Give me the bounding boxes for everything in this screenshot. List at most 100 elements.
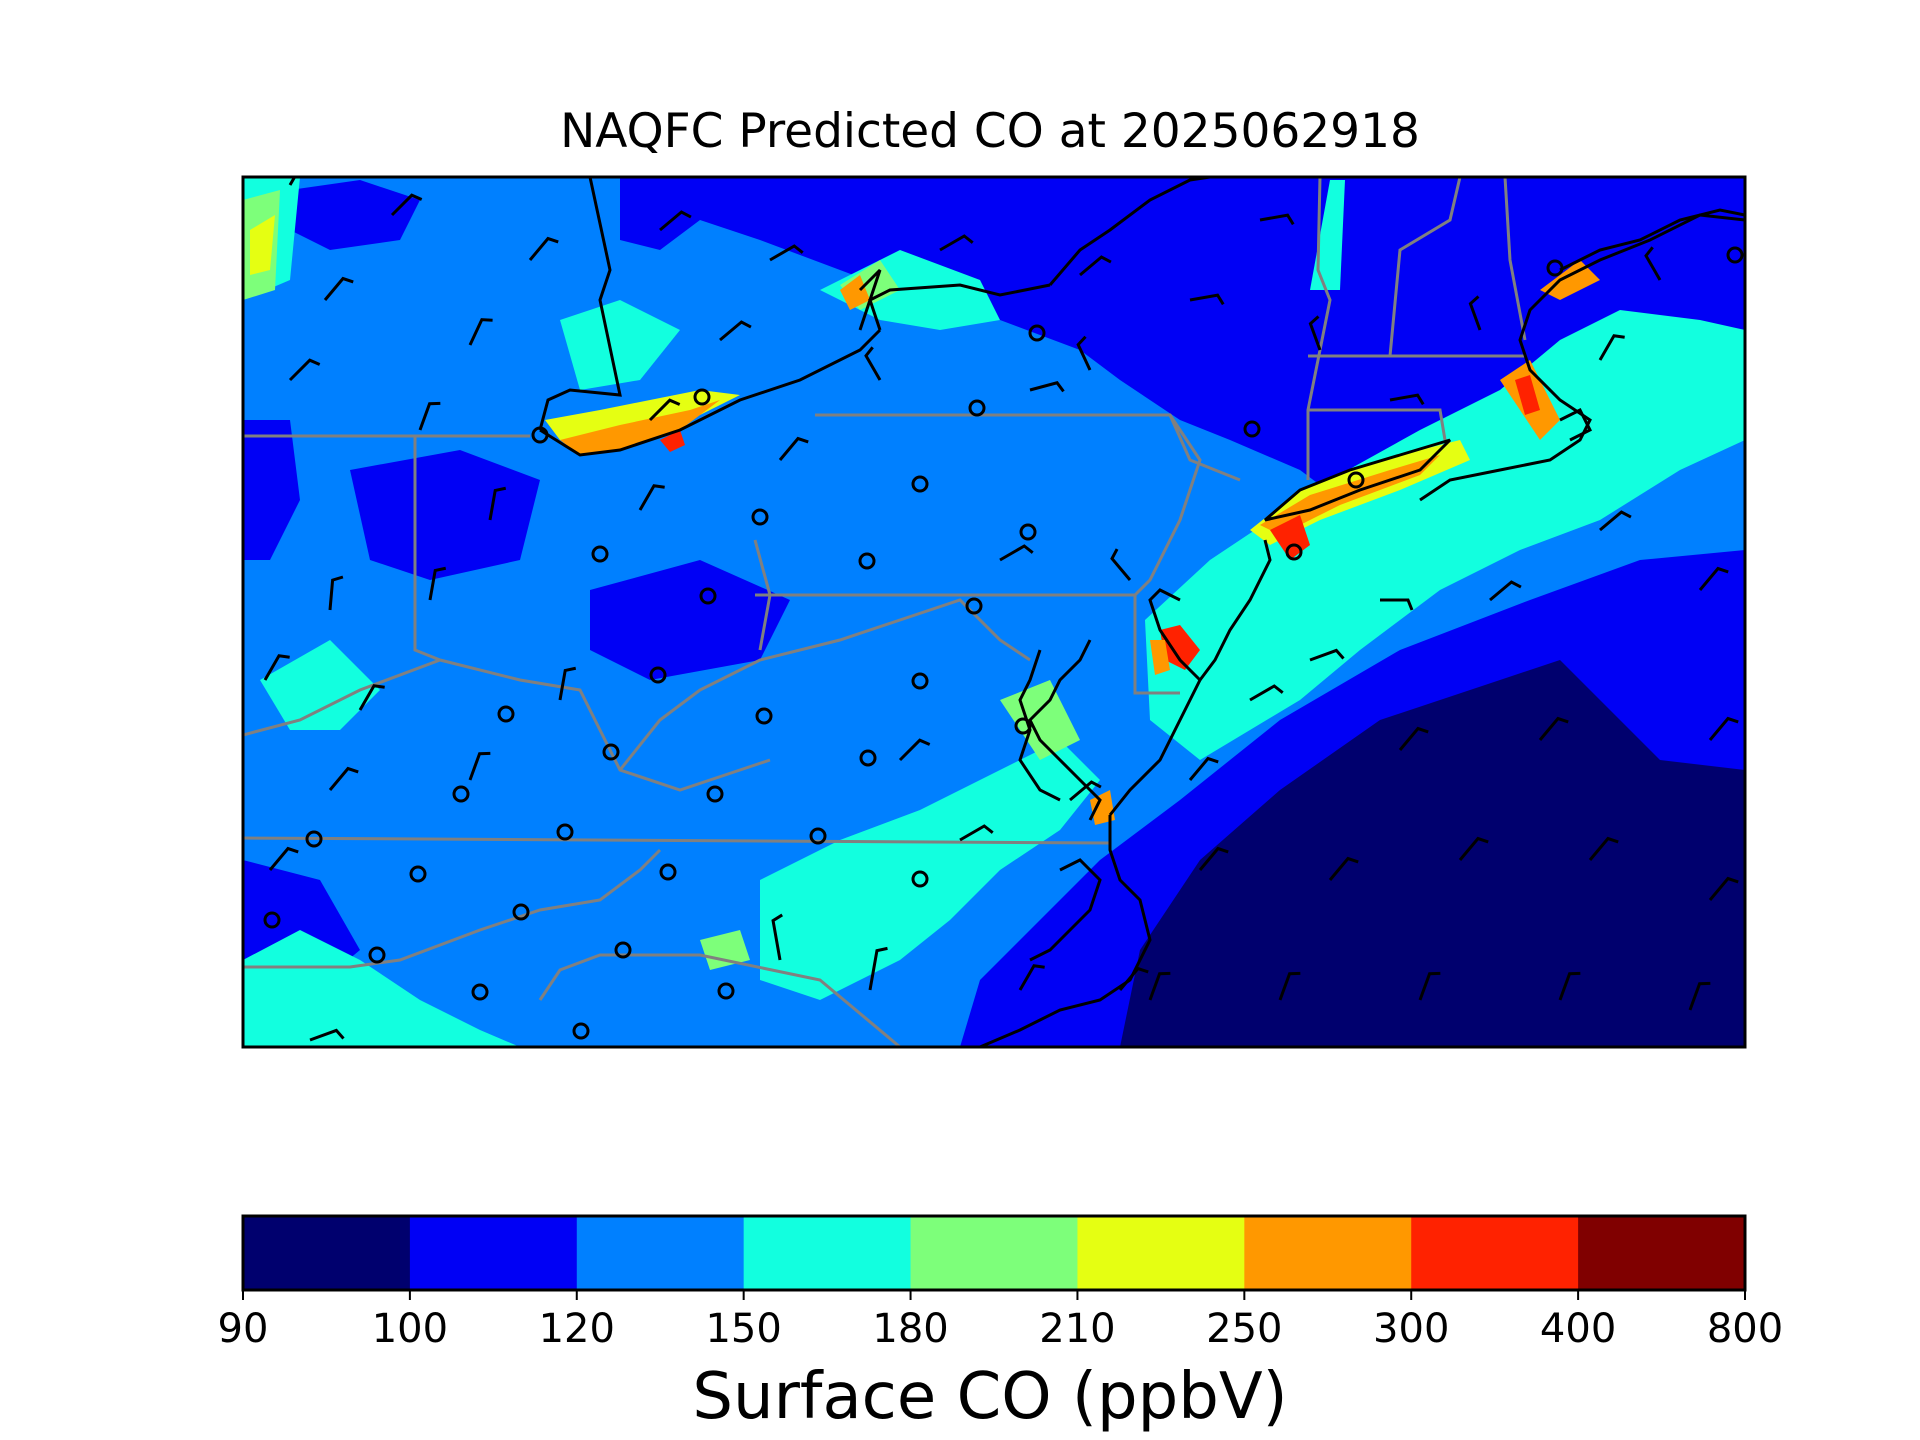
border-va-wv <box>618 598 1031 771</box>
station-marker <box>965 597 983 615</box>
wind-barb <box>1278 971 1301 1001</box>
border-ohio-river <box>439 658 771 792</box>
wind-barb <box>1708 876 1739 901</box>
station-marker <box>305 830 323 848</box>
station-marker <box>409 865 427 883</box>
coast-lake-ont-west <box>858 268 882 331</box>
coast-delaware-bay <box>1148 588 1202 682</box>
border-ct-ri <box>1308 408 1447 441</box>
border-ky-va <box>243 658 441 737</box>
coast-delmarva <box>1108 679 1202 816</box>
station-marker <box>512 903 530 921</box>
border-pa-ny <box>815 413 1241 482</box>
wind-barb <box>638 484 665 511</box>
station-marker <box>717 982 735 1000</box>
wind-barb <box>488 486 507 521</box>
station-marker <box>452 785 470 803</box>
wind-barbs <box>263 177 1739 1042</box>
station-marker <box>1019 523 1037 541</box>
station-marker <box>591 545 609 563</box>
station-marker <box>699 587 717 605</box>
field-red-phl <box>1160 625 1200 670</box>
wind-barb <box>1079 255 1112 277</box>
co-field <box>243 177 1745 1047</box>
wind-barb <box>468 318 493 346</box>
border-md-de <box>1133 595 1180 695</box>
state-borders <box>243 177 1527 1047</box>
border-tn-nc <box>243 848 662 969</box>
station-marker <box>859 749 877 767</box>
wind-barb <box>390 193 423 217</box>
stations <box>263 246 1744 1040</box>
border-nj-pa <box>1133 414 1202 597</box>
station-marker <box>602 743 620 761</box>
wind-barb <box>1328 856 1359 881</box>
colorbar-tick-label: 400 <box>1539 1306 1617 1352</box>
wind-barb <box>769 244 804 262</box>
wind-barb <box>1688 981 1711 1011</box>
wind-barb <box>1698 566 1729 591</box>
coast-lake-erie <box>539 328 882 457</box>
wind-barb <box>898 738 931 762</box>
field-plume-sw <box>243 930 520 1047</box>
coast-maine <box>1559 208 1745 272</box>
station-marker <box>649 666 667 684</box>
field-red-boston <box>1515 375 1540 415</box>
wind-barb <box>719 320 752 342</box>
colorbar-segment <box>910 1216 1078 1290</box>
wind-barb <box>1708 716 1739 741</box>
wind-barb <box>1644 246 1662 281</box>
field-orange-phl <box>1150 640 1170 675</box>
colorbar-tick-label: 800 <box>1706 1306 1784 1352</box>
coast-lake-ontario <box>868 283 1051 331</box>
wind-barb <box>939 234 974 252</box>
station-marker <box>911 870 929 888</box>
wind-barb <box>1588 836 1619 861</box>
station-marker <box>572 1022 590 1040</box>
field-orange-lake <box>840 275 870 310</box>
station-marker <box>1726 246 1744 264</box>
field-low-west <box>243 420 300 560</box>
colorbar-segment <box>743 1216 912 1290</box>
field-yellow-shore <box>545 390 740 440</box>
wind-barb <box>1398 726 1429 751</box>
wind-barb <box>418 401 441 431</box>
colorbar-tick-label: 250 <box>1206 1306 1283 1352</box>
station-marker <box>368 946 386 964</box>
station-marker <box>755 707 773 725</box>
station-marker <box>614 941 632 959</box>
wind-barb <box>263 654 290 681</box>
border-ny-vt <box>1306 177 1332 480</box>
chart-title: NAQFC Predicted CO at 2025062918 <box>560 104 1420 159</box>
wind-barb <box>1418 971 1441 1001</box>
wind-barb <box>328 766 359 791</box>
wind-barb <box>1468 295 1482 331</box>
station-marker <box>809 827 827 845</box>
colorbar-tick-label: 210 <box>1039 1306 1116 1352</box>
wind-barb <box>868 946 888 991</box>
wind-barb <box>1599 510 1632 532</box>
station-marker <box>556 823 574 841</box>
field-orange-maine <box>1540 260 1600 300</box>
field-low-west2 <box>350 450 540 580</box>
wind-barb <box>1249 684 1284 702</box>
wind-barb <box>268 846 299 871</box>
field-ocean-darkest <box>1120 660 1745 1047</box>
wind-barb <box>1538 716 1569 741</box>
colorbar-ticks <box>242 1290 1746 1300</box>
colorbar-segment <box>243 1216 411 1290</box>
station-marker <box>1243 420 1261 438</box>
colorbar-segment <box>1077 1216 1245 1290</box>
station-marker <box>497 705 515 723</box>
colorbar-segment <box>576 1216 745 1290</box>
border-nc-sc <box>538 953 901 1047</box>
border-nh-me <box>1503 177 1527 341</box>
station-marker <box>1014 717 1032 735</box>
coast-st-lawrence <box>1048 177 1211 286</box>
coast-nj <box>1198 539 1272 681</box>
colorbar <box>243 1216 1746 1290</box>
wind-barb <box>864 346 882 381</box>
coast-sounds <box>1029 858 1102 962</box>
coast-va-nc <box>979 815 1152 1047</box>
